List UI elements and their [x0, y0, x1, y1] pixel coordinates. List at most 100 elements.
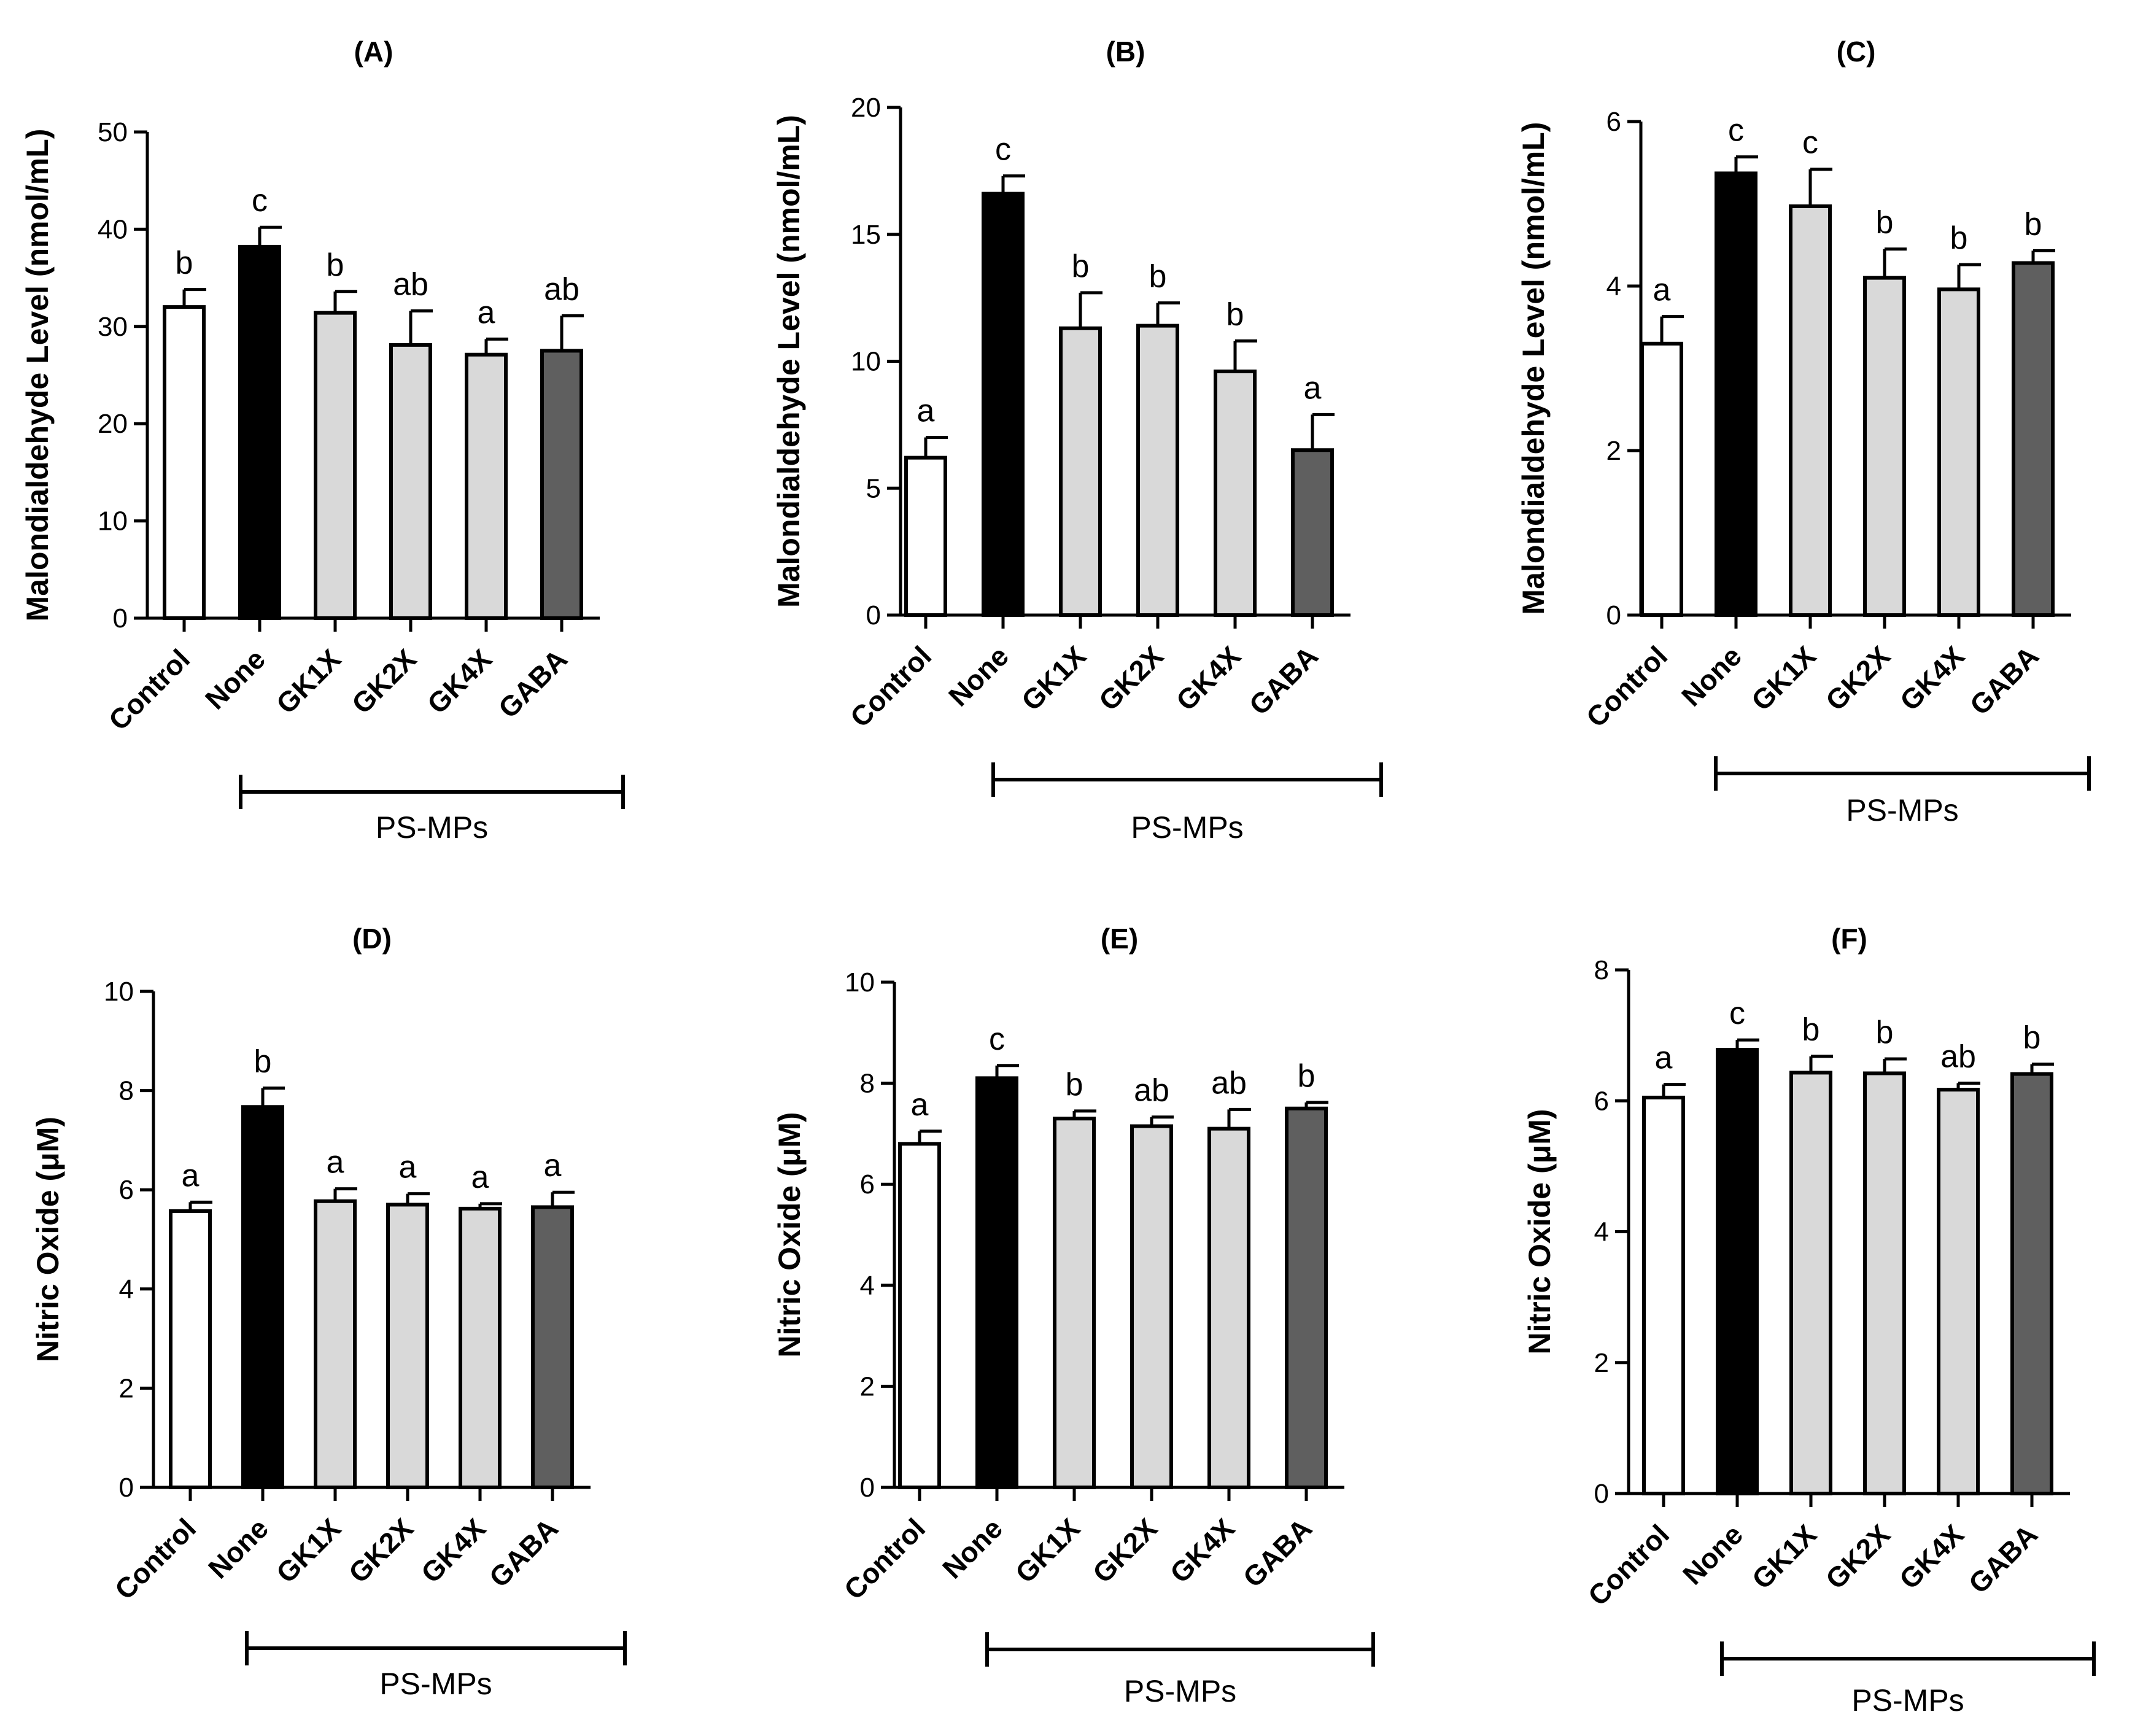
x-tick-label: GK1X [1746, 1518, 1823, 1595]
y-tick-label: 0 [860, 1473, 875, 1503]
panel-title: (F) [1831, 923, 1867, 955]
bar [386, 1203, 429, 1489]
significance-letter: b [1072, 249, 1090, 284]
y-tick-label: 15 [851, 220, 881, 250]
bar [1937, 287, 1980, 617]
y-axis-label: Malondialdehyde Level (nmol/mL) [20, 129, 55, 622]
significance-letter: ab [1940, 1039, 1976, 1074]
group-label: PS-MPs [1851, 1683, 1964, 1718]
bar [1136, 324, 1179, 617]
panel-title: (A) [354, 36, 393, 68]
significance-letter: c [1729, 996, 1745, 1031]
x-tick-label: GK2X [1819, 640, 1897, 717]
significance-letter: b [1298, 1058, 1316, 1094]
y-tick-label: 8 [119, 1076, 134, 1106]
y-tick-label: 8 [1594, 955, 1609, 985]
significance-letter: ab [544, 271, 579, 307]
significance-letter: a [544, 1148, 562, 1184]
significance-letter: b [1876, 205, 1894, 241]
panel-a: (A) 0 10 20 30 40 50 Malondialdehyde Level (nmo… [20, 36, 625, 845]
y-tick-label: 6 [860, 1169, 875, 1199]
bar [1291, 448, 1334, 617]
bar [2010, 1072, 2053, 1495]
panel-e: (E) 0 2 4 6 8 10 Nitric Oxide (μM) a Control c None… [772, 923, 1375, 1708]
y-axis-label: Malondialdehyde Level (nmol/mL) [1516, 122, 1551, 615]
y-axis-label: Nitric Oxide (μM) [772, 1112, 807, 1357]
significance-letter: ab [1211, 1065, 1247, 1101]
x-tick-label: None [202, 1512, 274, 1584]
significance-letter: b [1876, 1015, 1894, 1050]
x-tick-label: None [1676, 1518, 1749, 1591]
y-tick-label: 10 [851, 347, 881, 377]
significance-letter: a [917, 393, 935, 429]
x-tick-label: GK2X [343, 1512, 420, 1589]
significance-letter: b [327, 247, 344, 283]
bar [1130, 1124, 1173, 1490]
y-tick-label: 6 [119, 1175, 134, 1205]
x-tick-label: Control [103, 643, 196, 736]
significance-letter: c [252, 183, 268, 219]
significance-letter: b [2023, 1020, 2041, 1056]
bar [238, 244, 281, 620]
group-label: PS-MPs [1846, 793, 1958, 827]
y-tick-label: 6 [1606, 107, 1621, 137]
bar [1642, 1095, 1685, 1495]
y-tick-label: 4 [1606, 271, 1621, 301]
bar [1937, 1088, 1980, 1495]
y-tick-label: 4 [119, 1274, 134, 1304]
bar [1285, 1106, 1328, 1489]
x-tick-label: Control [1582, 1518, 1675, 1611]
bar [1207, 1126, 1250, 1490]
significance-letter: a [1653, 273, 1671, 308]
x-tick-label: GABA [492, 643, 574, 724]
y-tick-label: 0 [119, 1473, 134, 1503]
x-tick-label: GK1X [1015, 640, 1093, 717]
significance-letter: a [399, 1150, 417, 1185]
x-tick-label: GK1X [270, 1512, 347, 1589]
significance-letter: c [989, 1021, 1005, 1057]
panel-title: (D) [352, 923, 392, 955]
bar [1863, 276, 1906, 618]
significance-letter: b [254, 1044, 272, 1080]
x-tick-label: None [1675, 640, 1748, 712]
bar [1059, 326, 1102, 617]
significance-letter: a [182, 1158, 200, 1193]
y-tick-label: 4 [1594, 1217, 1609, 1247]
x-tick-label: None [936, 1512, 1009, 1584]
significance-letter: c [995, 132, 1011, 168]
y-axis-label: Nitric Oxide (μM) [31, 1117, 65, 1362]
panel-d: (D) 0 2 4 6 8 10 Nitric Oxide (μM) a Control b None… [31, 923, 627, 1701]
significance-letter: b [176, 246, 193, 281]
x-tick-label: GK1X [270, 643, 347, 720]
x-tick-label: GABA [1963, 1518, 2044, 1600]
x-tick-label: Control [844, 640, 937, 733]
x-tick-label: GK1X [1009, 1512, 1087, 1589]
bar [1789, 1071, 1832, 1495]
y-tick-label: 2 [119, 1373, 134, 1403]
y-tick-label: 2 [1606, 436, 1621, 466]
x-tick-label: Control [838, 1512, 931, 1605]
bar [1715, 171, 1757, 618]
group-label: PS-MPs [379, 1667, 492, 1701]
bar [1640, 341, 1683, 617]
bar [459, 1206, 502, 1490]
y-tick-label: 10 [98, 506, 128, 537]
bar [975, 1076, 1018, 1489]
significance-letter: a [471, 1160, 489, 1195]
y-tick-label: 4 [860, 1271, 875, 1301]
x-tick-label: GABA [1964, 640, 2045, 721]
x-tick-label: GK4X [1170, 640, 1247, 717]
bar [540, 349, 583, 621]
bar [314, 1199, 357, 1490]
bar [314, 311, 357, 620]
x-tick-label: GABA [1243, 640, 1325, 721]
bar [1214, 370, 1257, 617]
y-tick-label: 2 [1594, 1348, 1609, 1378]
y-tick-label: 10 [845, 967, 875, 998]
x-tick-label: GK4X [1893, 1518, 1971, 1595]
panel-b: (B) 0 5 10 15 20 Malondialdehyde Level (nmol/m… [772, 36, 1383, 845]
bar [1053, 1117, 1096, 1489]
y-tick-label: 20 [851, 93, 881, 123]
bar [1716, 1048, 1759, 1495]
